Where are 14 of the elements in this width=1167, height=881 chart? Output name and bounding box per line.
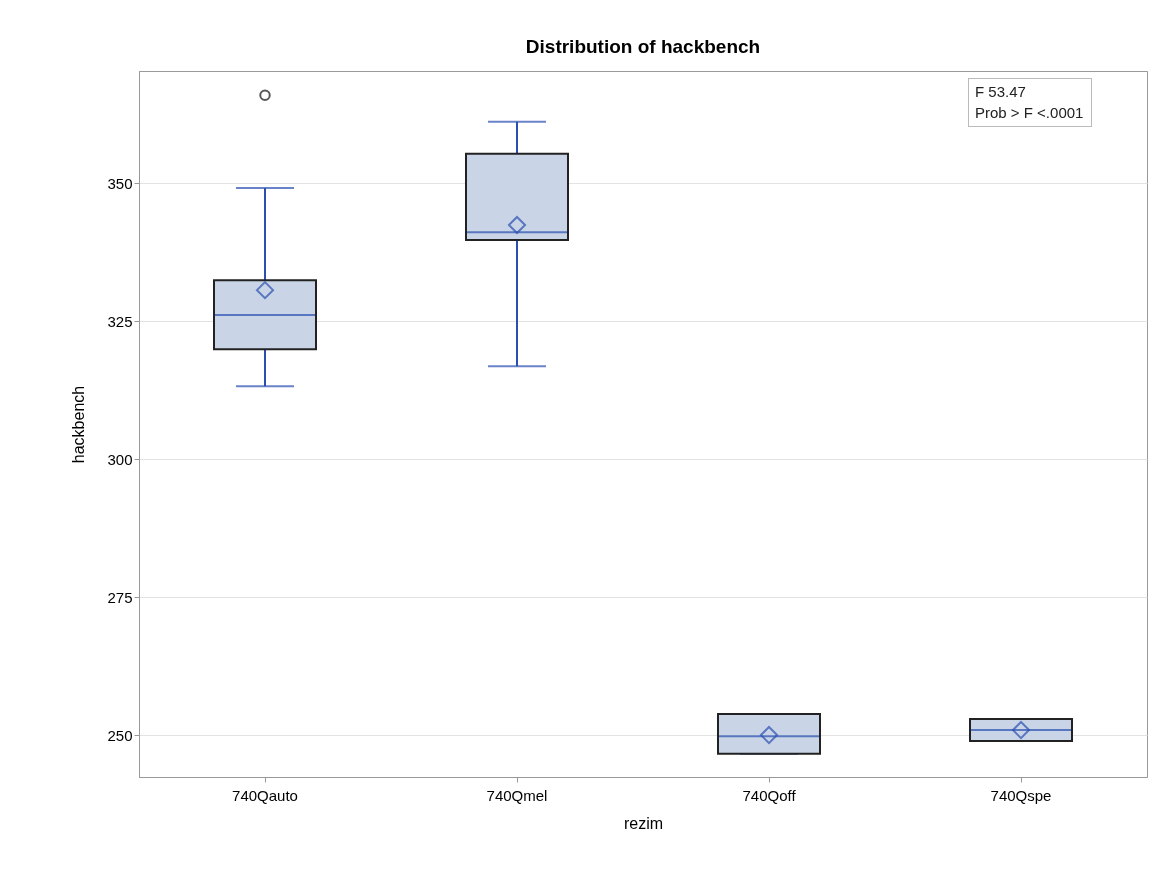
x-tick-label: 740Qspe <box>990 786 1052 804</box>
annotation: Prob > F <.0001 <box>975 103 1084 123</box>
x-tick-label: 740Qauto <box>232 786 298 804</box>
x-tick-label: 740Qoff <box>742 786 797 804</box>
x-axis-title: rezim <box>623 814 664 832</box>
y-tick-label: 350 <box>107 174 133 192</box>
annotation: F 53.47 <box>975 82 1027 102</box>
x-tick-label: 740Qmel <box>486 786 548 804</box>
y-tick-label: 325 <box>107 312 133 330</box>
y-axis-title: hackbench <box>70 385 88 464</box>
chart-title: Distribution of hackbench <box>525 36 761 57</box>
y-tick-label: 275 <box>107 588 133 606</box>
y-tick-label: 250 <box>107 726 133 744</box>
y-tick-label: 300 <box>107 450 133 468</box>
